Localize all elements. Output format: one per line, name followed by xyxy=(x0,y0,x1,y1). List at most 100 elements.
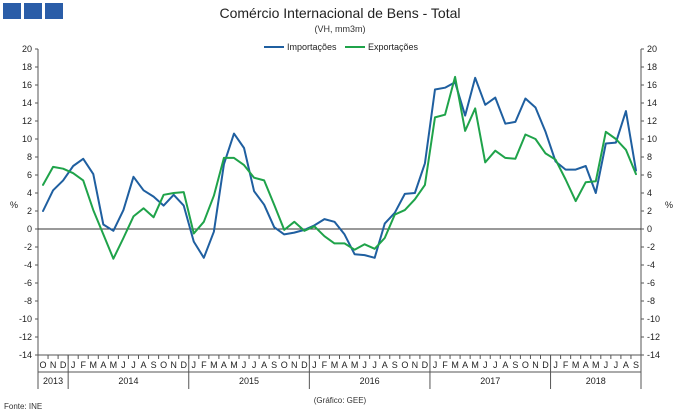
x-month-label: J xyxy=(433,360,438,370)
x-month-label: N xyxy=(412,360,419,370)
x-month-label: J xyxy=(362,360,367,370)
chart-subtitle: (VH, mm3m) xyxy=(314,24,366,34)
y-tick-label-right: 16 xyxy=(647,80,657,90)
logo-block xyxy=(45,3,63,19)
y-tick-label-right: -10 xyxy=(647,314,660,324)
y-tick-label-left: 18 xyxy=(22,62,32,72)
x-month-label: M xyxy=(451,360,459,370)
gee-logo xyxy=(3,3,63,19)
y-tick-label-left: 2 xyxy=(27,206,32,216)
x-month-label: M xyxy=(351,360,359,370)
x-year-label: 2017 xyxy=(480,376,500,386)
y-tick-label-right: 12 xyxy=(647,116,657,126)
y-tick-label-right: -2 xyxy=(647,242,655,252)
series-line-importacoes xyxy=(42,76,637,259)
y-tick-label-left: 20 xyxy=(22,44,32,54)
y-tick-label-left: -14 xyxy=(19,350,32,360)
y-tick-label-left: -4 xyxy=(24,260,32,270)
logo-block xyxy=(24,3,42,19)
y-tick-label-right: -14 xyxy=(647,350,660,360)
source-note: Fonte: INE xyxy=(4,402,43,411)
x-month-label: O xyxy=(160,360,167,370)
x-month-label: J xyxy=(242,360,247,370)
x-month-label: D xyxy=(60,360,67,370)
y-tick-label-right: -4 xyxy=(647,260,655,270)
x-month-label: D xyxy=(542,360,549,370)
legend-label-importacoes: Importações xyxy=(287,42,337,52)
x-month-label: M xyxy=(331,360,339,370)
x-month-label: N xyxy=(532,360,539,370)
y-tick-label-left: 10 xyxy=(22,134,32,144)
y-tick-label-left: 16 xyxy=(22,80,32,90)
y-tick-label-left: -10 xyxy=(19,314,32,324)
x-month-label: M xyxy=(471,360,479,370)
x-month-label: S xyxy=(633,360,639,370)
x-year-label: 2013 xyxy=(43,376,63,386)
x-month-label: S xyxy=(151,360,157,370)
x-month-label: A xyxy=(342,360,348,370)
x-month-label: F xyxy=(80,360,86,370)
x-month-label: S xyxy=(271,360,277,370)
x-month-label: D xyxy=(301,360,308,370)
y-tick-label-left: 12 xyxy=(22,116,32,126)
x-month-label: J xyxy=(483,360,488,370)
x-month-label: J xyxy=(131,360,136,370)
x-year-label: 2014 xyxy=(118,376,138,386)
chart-legend: Importações Exportações xyxy=(264,42,419,52)
x-month-label: J xyxy=(312,360,317,370)
x-month-label: A xyxy=(100,360,106,370)
y-tick-label-right: 0 xyxy=(647,224,652,234)
series-line-exportacoes xyxy=(42,75,637,260)
y-tick-label-right: 10 xyxy=(647,134,657,144)
credit-note: (Gráfico: GEE) xyxy=(313,396,367,405)
y-tick-label-left: -6 xyxy=(24,278,32,288)
x-month-label: A xyxy=(583,360,589,370)
x-month-label: F xyxy=(201,360,207,370)
x-month-label: O xyxy=(40,360,47,370)
y-tick-label-left: -2 xyxy=(24,242,32,252)
y-tick-label-right: -6 xyxy=(647,278,655,288)
y-tick-label-right: 6 xyxy=(647,170,652,180)
legend-label-exportacoes: Exportações xyxy=(368,42,419,52)
y-axis-label-left: % xyxy=(10,200,18,210)
x-month-label: J xyxy=(252,360,257,370)
y-tick-label-right: 18 xyxy=(647,62,657,72)
y-tick-label-right: -8 xyxy=(647,296,655,306)
x-month-label: J xyxy=(71,360,76,370)
y-axis-label-right: % xyxy=(665,200,673,210)
chart-series xyxy=(42,75,637,260)
x-month-label: J xyxy=(553,360,558,370)
x-month-label: A xyxy=(261,360,267,370)
x-month-label: S xyxy=(512,360,518,370)
x-month-label: A xyxy=(221,360,227,370)
logo-block xyxy=(3,3,21,19)
y-tick-label-left: -8 xyxy=(24,296,32,306)
x-month-label: O xyxy=(401,360,408,370)
y-tick-label-left: 0 xyxy=(27,224,32,234)
x-month-label: M xyxy=(90,360,98,370)
y-tick-label-left: 4 xyxy=(27,188,32,198)
x-month-label: S xyxy=(392,360,398,370)
x-month-label: A xyxy=(623,360,629,370)
x-month-label: F xyxy=(322,360,328,370)
x-month-label: J xyxy=(192,360,197,370)
x-month-label: O xyxy=(281,360,288,370)
x-month-label: N xyxy=(291,360,298,370)
y-tick-label-right: 2 xyxy=(647,206,652,216)
x-month-label: M xyxy=(572,360,580,370)
x-month-label: M xyxy=(110,360,118,370)
chart-axes: -14 -14 -12 -12 -10 -10 -8 -8 -6 -6 -4 -4 -2 -2 0 0 2 2 4 4… xyxy=(10,44,673,389)
x-month-label: F xyxy=(442,360,448,370)
y-tick-label-left: -12 xyxy=(19,332,32,342)
y-tick-label-right: 8 xyxy=(647,152,652,162)
x-month-label: D xyxy=(422,360,429,370)
x-month-label: J xyxy=(372,360,377,370)
x-month-label: A xyxy=(462,360,468,370)
y-tick-label-left: 8 xyxy=(27,152,32,162)
x-month-label: N xyxy=(170,360,177,370)
x-month-label: J xyxy=(604,360,609,370)
x-month-label: M xyxy=(210,360,218,370)
x-month-label: F xyxy=(563,360,569,370)
x-month-label: J xyxy=(121,360,126,370)
